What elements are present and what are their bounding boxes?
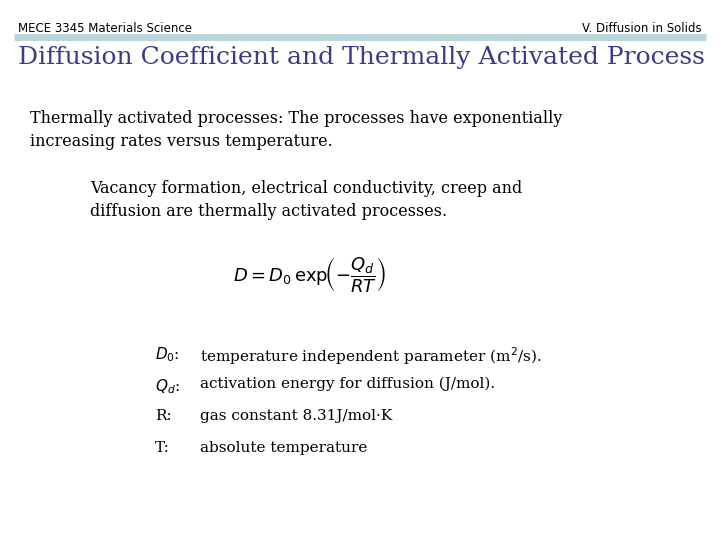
Text: gas constant 8.31J/mol·K: gas constant 8.31J/mol·K <box>200 409 392 423</box>
Text: absolute temperature: absolute temperature <box>200 441 367 455</box>
Text: temperature independent parameter (m$^2$/s).: temperature independent parameter (m$^2$… <box>200 345 541 367</box>
Text: Thermally activated processes: The processes have exponentially
increasing rates: Thermally activated processes: The proce… <box>30 110 562 151</box>
Text: T:: T: <box>155 441 170 455</box>
Text: $D = D_0 \, \mathrm{exp}\!\left(-\dfrac{Q_d}{RT}\right)$: $D = D_0 \, \mathrm{exp}\!\left(-\dfrac{… <box>233 255 387 294</box>
Text: activation energy for diffusion (J/mol).: activation energy for diffusion (J/mol). <box>200 377 495 392</box>
Text: V. Diffusion in Solids: V. Diffusion in Solids <box>582 22 702 35</box>
Text: Vacancy formation, electrical conductivity, creep and
diffusion are thermally ac: Vacancy formation, electrical conductivi… <box>90 180 522 220</box>
Text: $Q_d$:: $Q_d$: <box>155 377 180 396</box>
Text: Diffusion Coefficient and Thermally Activated Process: Diffusion Coefficient and Thermally Acti… <box>18 46 705 69</box>
Text: MECE 3345 Materials Science: MECE 3345 Materials Science <box>18 22 192 35</box>
Text: $D_0$:: $D_0$: <box>155 345 179 364</box>
Text: R:: R: <box>155 409 172 423</box>
